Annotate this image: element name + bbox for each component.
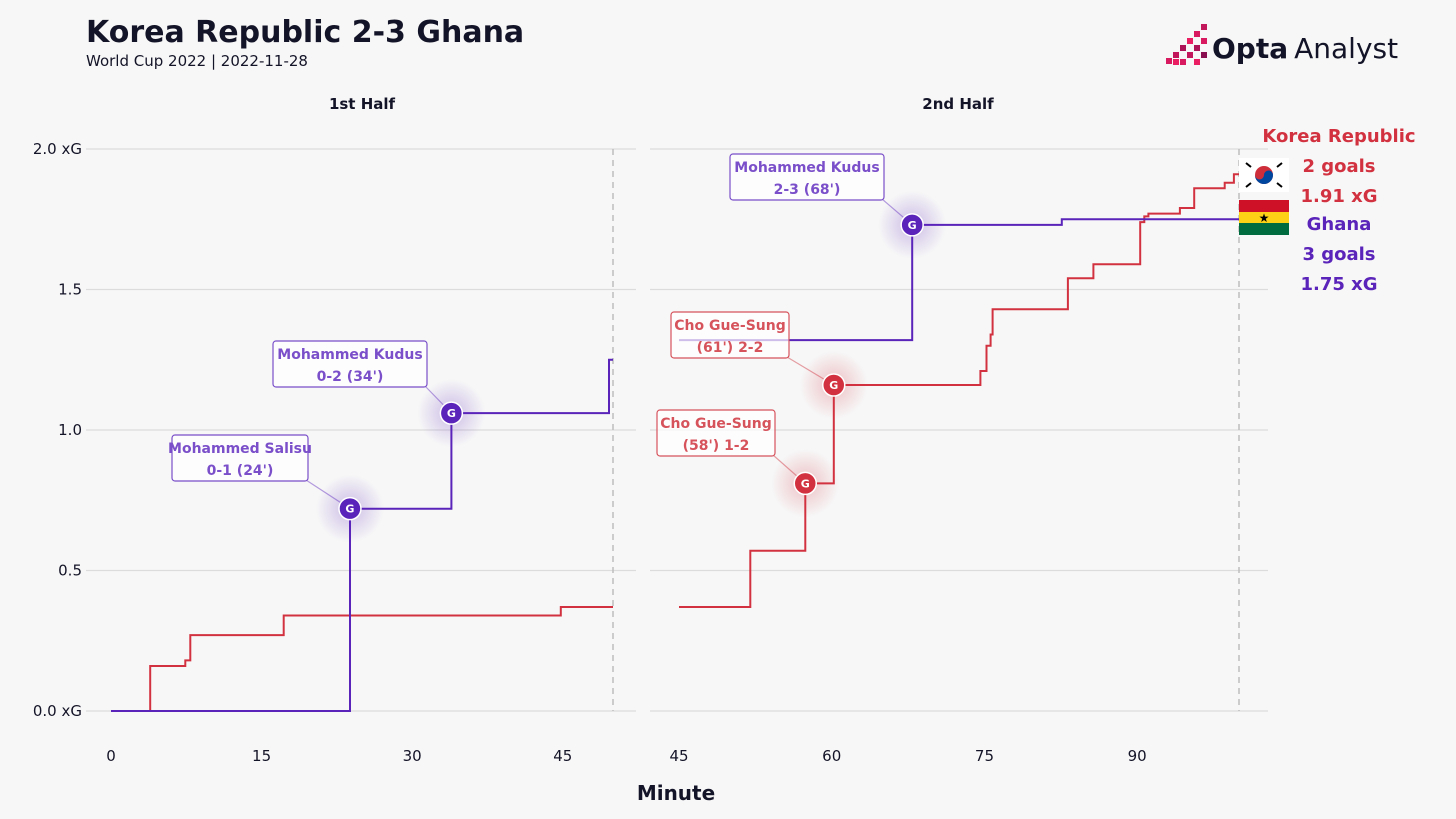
- goal-annotation-scorer: Cho Gue-Sung: [660, 416, 772, 432]
- legend-korea-team: Korea Republic: [1262, 126, 1415, 147]
- goal-marker-label: G: [908, 219, 917, 232]
- svg-text:★: ★: [1259, 211, 1270, 225]
- goal-annotation-score: 0-2 (34'): [317, 369, 384, 385]
- legend-ghana-xg: 1.75 xG: [1300, 274, 1377, 295]
- panel-2: 2nd Half 45 60 75 90 Cho Gue-Sung (58') 1-2 G Ch…: [650, 95, 1268, 765]
- goal-annotation-scorer: Mohammed Kudus: [277, 347, 422, 363]
- goal-annotation-scorer: Cho Gue-Sung: [674, 318, 786, 334]
- goal-marker-label: G: [345, 503, 354, 516]
- y-tick-label: 0.5: [58, 562, 82, 580]
- goal-marker: [822, 373, 846, 397]
- korea-flag-icon: [1239, 158, 1289, 192]
- x-tick-label: 45: [669, 747, 688, 765]
- logo-analyst: Analyst: [1294, 32, 1398, 65]
- x-tick-label: 0: [106, 747, 116, 765]
- goal-marker: [439, 401, 464, 425]
- ghana-xg-line: [679, 218, 1239, 342]
- panel-1: 1st Half 0 15 30 45 Mohammed Salisu 0-1 (24') G…: [86, 95, 636, 765]
- x-tick-label: 75: [975, 747, 994, 765]
- korea-xg-line: [679, 173, 1239, 608]
- goal-marker-label: G: [447, 407, 456, 420]
- x-tick-label: 45: [553, 747, 572, 765]
- y-tick-label: 1.5: [58, 281, 82, 299]
- plot-area: 0.0 xG 0.5 1.0 1.5 2.0 xG 1st Half 0 15 30 45 Moha…: [33, 95, 1268, 765]
- legend-ghana-goals: 3 goals: [1302, 244, 1375, 265]
- goal-marker: [793, 471, 818, 496]
- korea-xg-line: [111, 606, 613, 712]
- goal-annotation-box: [272, 340, 428, 388]
- ghana-xg-line: [111, 358, 613, 712]
- panel-title: 2nd Half: [922, 95, 994, 113]
- legend-ghana-team: Ghana: [1307, 214, 1372, 235]
- x-tick-label: 30: [403, 747, 422, 765]
- x-axis-label: Minute: [637, 781, 715, 805]
- legend: Korea Republic 2 goals 1.91 xG Ghana 3 g…: [1239, 126, 1416, 295]
- x-tick-label: 60: [822, 747, 841, 765]
- goal-marker-label: G: [801, 477, 810, 490]
- panel-title: 1st Half: [329, 95, 396, 113]
- legend-korea-xg: 1.91 xG: [1300, 186, 1377, 207]
- logo-opta: Opta: [1212, 32, 1288, 65]
- goal-annotation-score: (58') 1-2: [683, 438, 750, 454]
- x-tick-label: 90: [1128, 747, 1147, 765]
- chart-subtitle: World Cup 2022 | 2022-11-28: [86, 52, 308, 70]
- goal-marker: [338, 496, 362, 521]
- goal-annotation-score: 2-3 (68'): [774, 182, 841, 198]
- goal-annotation-box: [656, 409, 776, 457]
- x-tick-label: 15: [252, 747, 271, 765]
- goal-marker: [900, 213, 924, 237]
- y-tick-label: 2.0 xG: [33, 140, 82, 158]
- y-tick-label: 1.0: [58, 421, 82, 439]
- y-tick-label: 0.0 xG: [33, 702, 82, 720]
- opta-logo-icon: [1166, 24, 1207, 65]
- goal-annotation-score: (61') 2-2: [697, 340, 764, 356]
- legend-korea-goals: 2 goals: [1302, 156, 1375, 177]
- goal-annotation-box: [670, 311, 790, 359]
- goal-marker-label: G: [829, 379, 838, 392]
- opta-analyst-logo: Opta Analyst: [1166, 24, 1398, 65]
- chart-title: Korea Republic 2-3 Ghana: [86, 15, 524, 50]
- goal-annotation-box: [729, 153, 885, 201]
- goal-annotation-scorer: Mohammed Salisu: [168, 441, 312, 457]
- ghana-flag-icon: ★: [1239, 200, 1289, 235]
- goal-annotation-scorer: Mohammed Kudus: [734, 160, 879, 176]
- goal-annotation-score: 0-1 (24'): [207, 463, 274, 479]
- goal-annotation-box: [171, 434, 309, 482]
